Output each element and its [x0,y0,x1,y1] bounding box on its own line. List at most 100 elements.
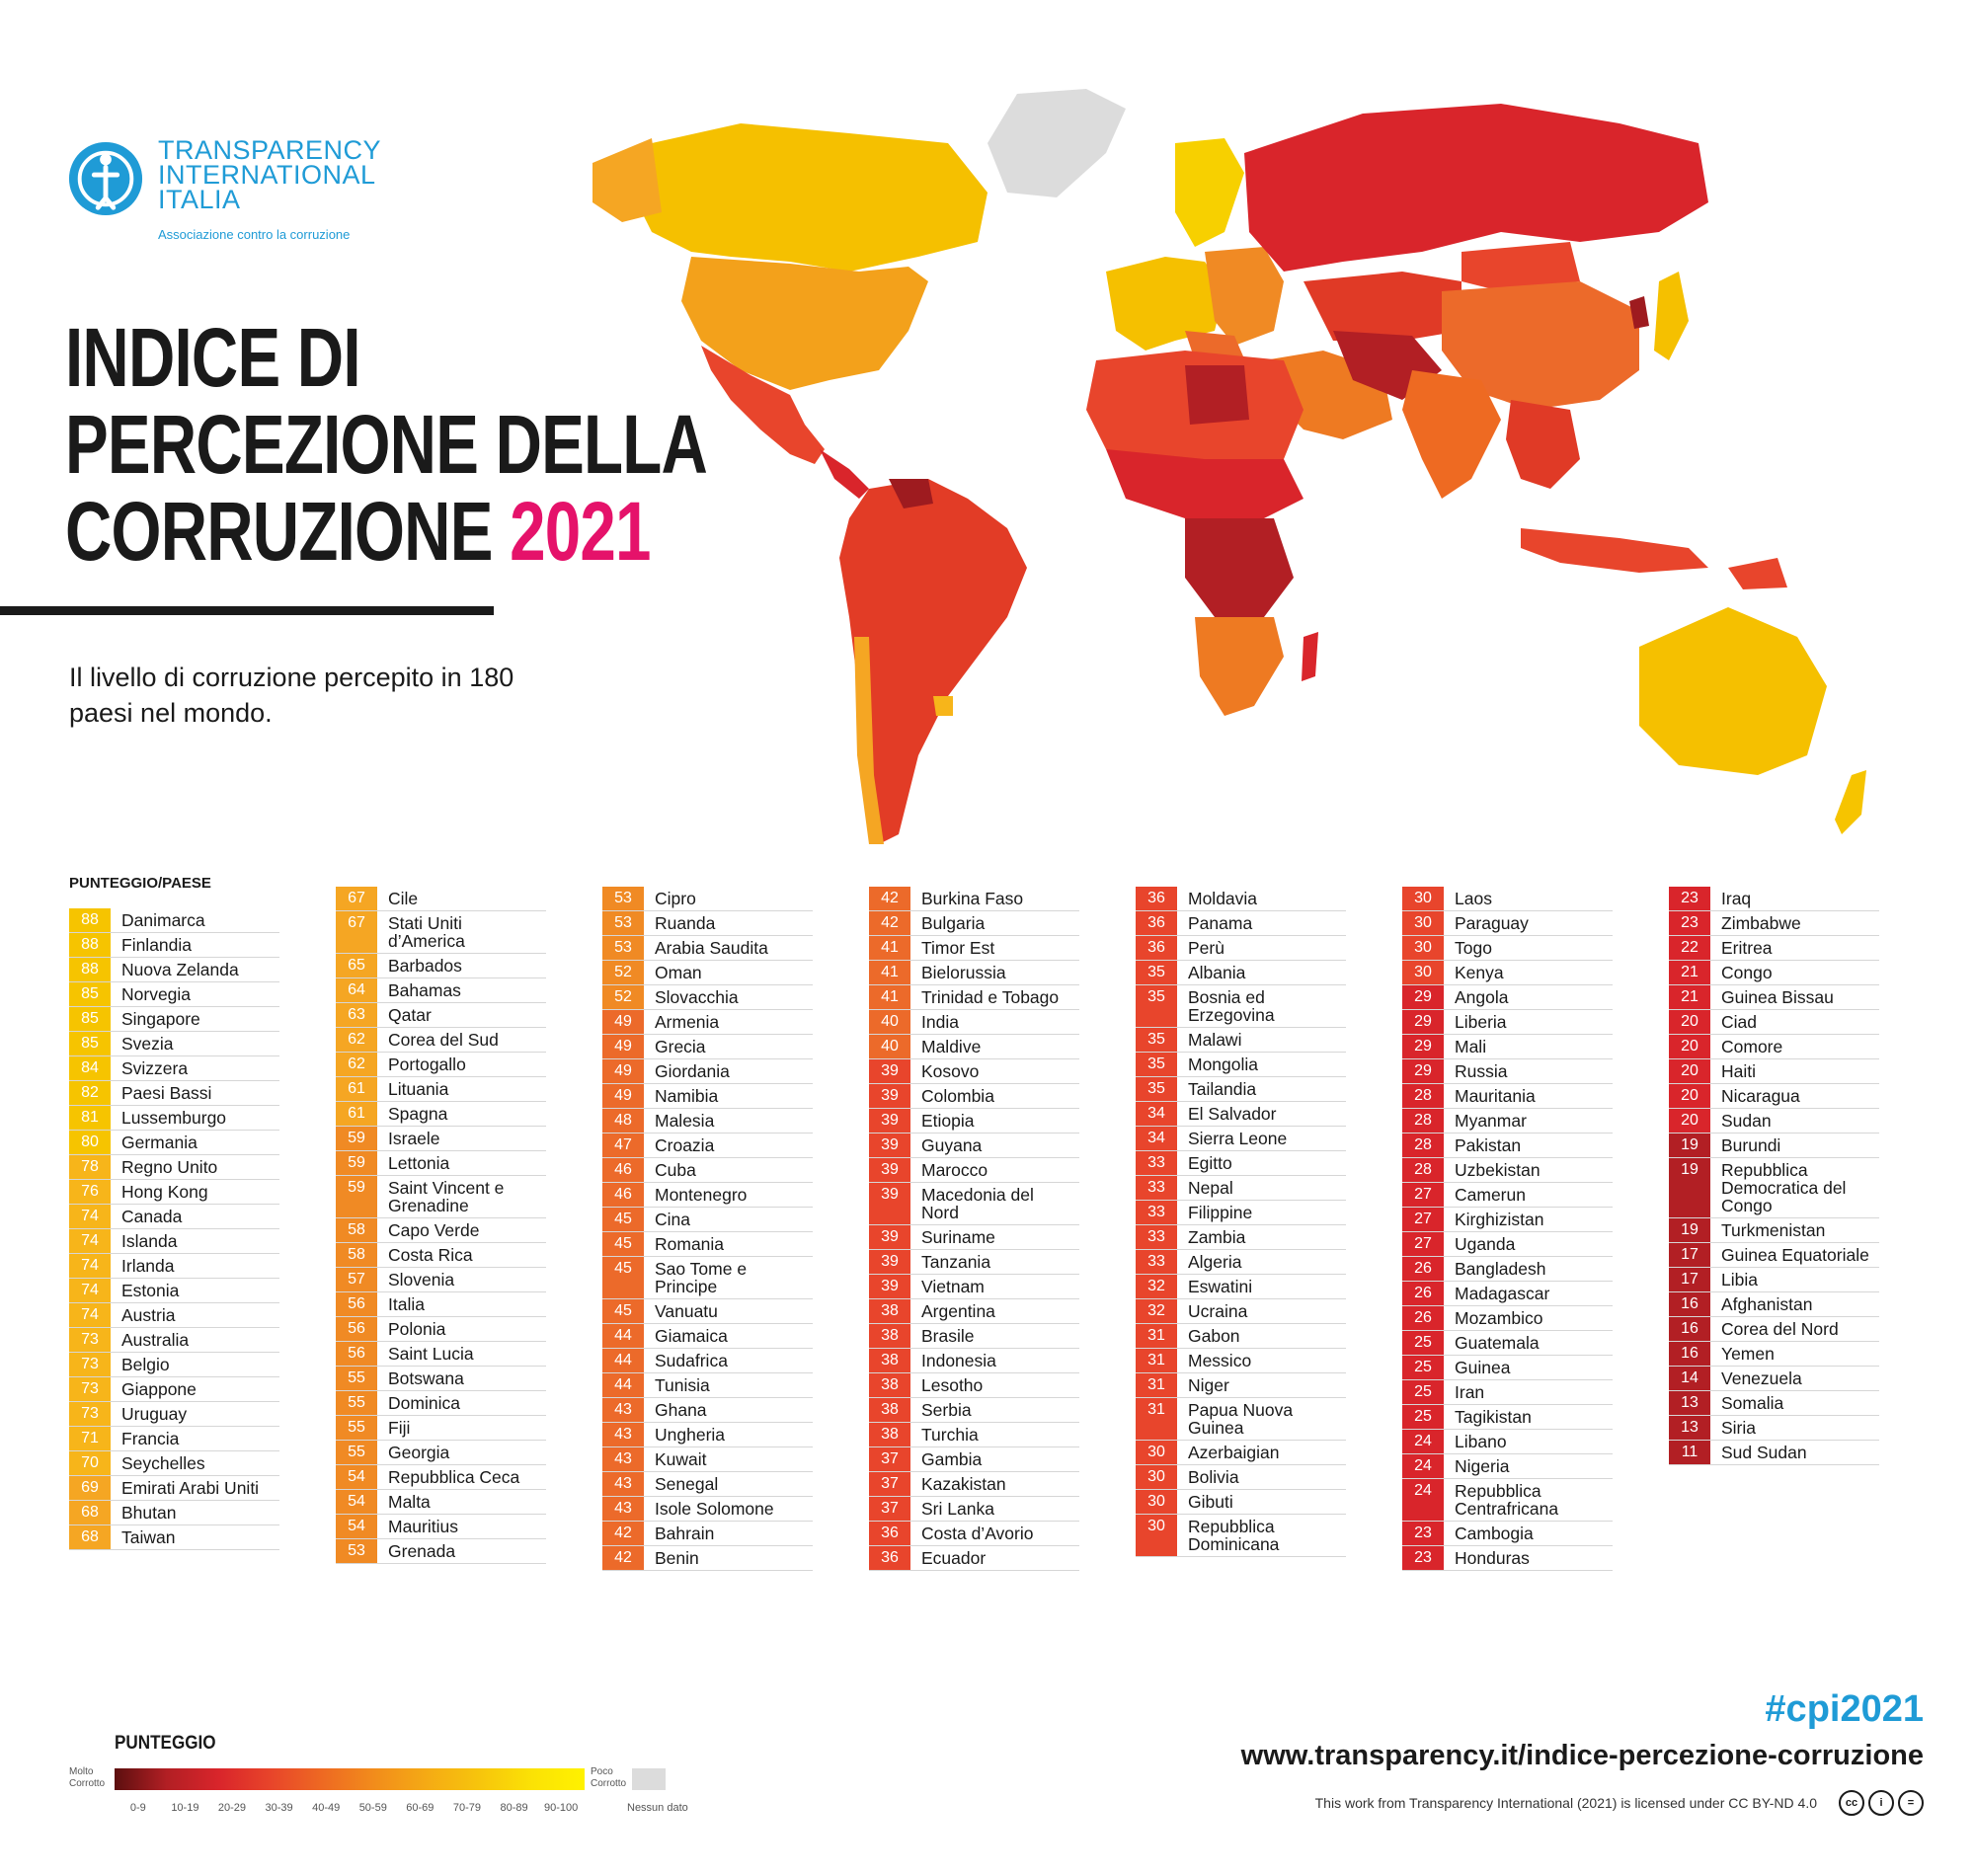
country-name: Stati Uniti d’America [388,913,465,951]
ranking-row: 29 Mali [1402,1035,1613,1059]
score-badge: 85 [69,1032,111,1055]
legend-tick-label: 20-29 [217,1802,247,1814]
country-name: Estonia [121,1281,180,1300]
country-name: Islanda [121,1231,178,1251]
website-link[interactable]: www.transparency.it/indice-percezione-co… [1240,1740,1924,1771]
ranking-row: 35 Albania [1136,961,1346,985]
map-region-chile [854,637,884,844]
ranking-row: 38 Turchia [869,1423,1079,1447]
ranking-row: 88 Danimarca [69,908,279,933]
ranking-row: 33 Zambia [1136,1225,1346,1250]
ranking-row: 34 Sierra Leone [1136,1127,1346,1151]
ranking-row: 20 Comore [1669,1035,1879,1059]
score-badge: 31 [1136,1324,1177,1348]
map-region-russia [1244,104,1708,272]
ranking-row: 53 Cipro [602,887,813,911]
score-badge: 67 [336,887,377,910]
score-badge: 48 [602,1109,644,1133]
ranking-row: 56 Polonia [336,1317,546,1342]
by-attribution-icon: i [1868,1790,1894,1816]
score-badge: 23 [1402,1546,1444,1570]
ranking-row: 30 Laos [1402,887,1613,911]
score-badge: 54 [336,1515,377,1538]
country-name: Ungheria [655,1425,726,1445]
cc-icon: cc [1839,1790,1864,1816]
ranking-row: 42 Burkina Faso [869,887,1079,911]
logo-tagline: Associazione contro la corruzione [158,227,351,242]
country-name: Slovacchia [655,987,739,1007]
score-badge: 27 [1402,1183,1444,1207]
country-name: Cuba [655,1160,696,1180]
country-name: Guatemala [1455,1333,1540,1353]
title-year: 2021 [510,485,651,578]
ranking-row: 35 Mongolia [1136,1053,1346,1077]
ranking-row: 35 Tailandia [1136,1077,1346,1102]
score-badge: 26 [1402,1282,1444,1305]
ranking-row: 30 Kenya [1402,961,1613,985]
ranking-row: 64 Bahamas [336,978,546,1003]
country-name: Tagikistan [1455,1407,1532,1427]
ranking-row: 68 Bhutan [69,1501,279,1525]
country-name: Repubblica Ceca [388,1467,520,1487]
country-name: Panama [1188,913,1253,933]
map-region-central-america [820,449,869,499]
score-badge: 35 [1136,1028,1177,1052]
country-name: India [921,1012,959,1032]
ranking-row: 36 Costa d’Avorio [869,1522,1079,1546]
ranking-row: 55 Georgia [336,1441,546,1465]
ranking-row: 67 Cile [336,887,546,911]
score-badge: 34 [1136,1102,1177,1126]
ranking-row: 42 Benin [602,1546,813,1571]
legend-left-label-2: Corrotto [69,1778,106,1789]
country-name: Lettonia [388,1153,450,1173]
score-badge: 38 [869,1349,910,1372]
logo-line-3: ITALIA [158,185,241,214]
map-region-japan [1654,272,1689,360]
score-badge: 39 [869,1225,910,1249]
legend-no-data-swatch [632,1768,666,1790]
country-name: Bolivia [1188,1467,1239,1487]
map-region-southeast-asia [1506,400,1580,489]
score-badge: 39 [869,1084,910,1108]
country-name: Sud Sudan [1721,1443,1807,1462]
ranking-row: 67 Stati Uniti d’America [336,911,546,954]
ranking-row: 46 Montenegro [602,1183,813,1208]
ranking-row: 33 Filippine [1136,1201,1346,1225]
country-name: Russia [1455,1061,1508,1081]
country-name: Pakistan [1455,1135,1522,1155]
score-badge: 46 [602,1183,644,1207]
title-line-2: PERCEZIONE DELLA [65,398,708,491]
ranking-row: 74 Canada [69,1205,279,1229]
ranking-row: 33 Algeria [1136,1250,1346,1275]
score-badge: 59 [336,1151,377,1175]
country-name: Liberia [1455,1012,1507,1032]
title-line-1: INDICE DI [65,311,361,404]
country-name: Svizzera [121,1058,189,1078]
legend-right-label-1: Poco [591,1766,613,1777]
ranking-row: 52 Oman [602,961,813,985]
score-badge: 23 [1402,1522,1444,1545]
country-name: Algeria [1188,1252,1242,1272]
country-name: Nicaragua [1721,1086,1800,1106]
ranking-row: 73 Australia [69,1328,279,1353]
country-name: Laos [1455,889,1492,908]
ranking-row: 43 Ungheria [602,1423,813,1447]
map-region-usa [681,257,928,390]
ranking-row: 59 Lettonia [336,1151,546,1176]
score-badge: 43 [602,1398,644,1422]
ranking-row: 59 Saint Vincent e Grenadine [336,1176,546,1218]
map-region-southern-africa [1195,617,1284,716]
country-name: Canada [121,1207,183,1226]
ranking-row: 85 Singapore [69,1007,279,1032]
country-name: Turkmenistan [1721,1220,1826,1240]
score-badge: 41 [869,936,910,960]
ranking-row: 24 Repubblica Centrafricana [1402,1479,1613,1522]
score-badge: 42 [869,887,910,910]
legend-ticks: 0-9 10-19 20-29 30-39 40-49 50-59 60-69 70-79 80… [115,1802,585,1814]
ranking-row: 55 Botswana [336,1367,546,1391]
score-badge: 20 [1669,1084,1710,1108]
ranking-row: 73 Giappone [69,1377,279,1402]
ranking-row: 20 Nicaragua [1669,1084,1879,1109]
ranking-row: 38 Brasile [869,1324,1079,1349]
country-name: Burundi [1721,1135,1781,1155]
